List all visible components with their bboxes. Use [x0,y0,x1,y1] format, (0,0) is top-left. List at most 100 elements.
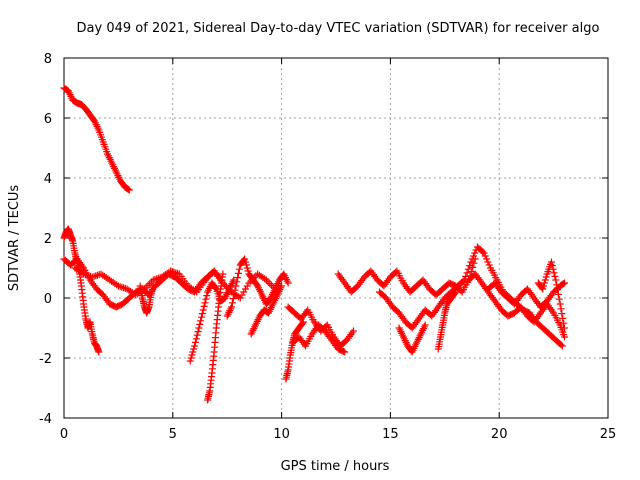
x-tick-label: 5 [169,427,177,442]
data-point [549,265,557,273]
data-series [282,318,307,383]
data-series [204,270,227,404]
data-point [556,300,564,308]
data-point [232,282,240,290]
data-point [463,269,471,277]
data-point [211,284,219,292]
data-point [198,313,206,321]
data-point [190,345,198,353]
data-point [558,310,566,318]
data-point [228,299,236,307]
data-point [198,310,206,318]
data-point [200,302,208,310]
data-point [266,280,274,288]
data-point [188,351,196,359]
data-point [235,269,243,277]
data-point [484,258,492,266]
x-tick-label: 15 [382,427,399,442]
data-point [542,273,550,281]
data-point [480,249,488,257]
data-point [560,319,568,327]
data-point [189,348,197,356]
data-point [241,255,249,263]
data-point [464,265,472,273]
y-tick-label: 4 [44,172,52,187]
data-point [554,286,562,294]
data-point [187,354,195,362]
data-point [551,272,559,280]
data-series [71,264,279,302]
data-series [434,288,460,353]
data-point [233,278,241,286]
y-tick-label: 0 [44,292,52,307]
data-point [278,282,286,290]
y-axis-label: SDTVAR / TECUs [7,185,22,292]
data-point [552,276,560,284]
data-point [558,342,566,350]
x-tick-label: 25 [600,427,617,442]
data-point [560,333,568,341]
data-point [284,279,292,287]
data-points [60,84,568,404]
data-point [192,335,200,343]
data-point [298,319,306,327]
data-point [485,261,493,269]
y-tick-label: 6 [44,112,52,127]
data-point [560,279,568,287]
axis-ticks: 0 5 10 15 20 25 -4 -2 0 2 4 6 8 [39,52,616,442]
data-series [288,321,349,356]
data-point [548,262,556,270]
data-point [149,282,157,290]
x-tick-label: 20 [491,427,508,442]
data-point [540,282,548,290]
data-point [421,321,429,329]
data-point [201,299,209,307]
data-point [341,348,349,356]
data-point [451,289,459,297]
data-point [231,286,239,294]
y-tick-label: 8 [44,52,52,67]
x-tick-label: 10 [273,427,290,442]
x-axis-label: GPS time / hours [281,459,390,474]
data-series [136,282,157,317]
data-point [540,279,548,287]
data-point [481,252,489,260]
data-series [223,255,292,320]
data-point [228,303,236,311]
data-point [202,295,210,303]
data-series [60,84,133,194]
data-series [247,282,286,338]
data-point [219,270,227,278]
data-point [234,274,242,282]
data-point [244,267,252,275]
data-point [191,342,199,350]
data-point [479,248,487,256]
data-point [554,290,562,298]
data-point [229,295,237,303]
data-point [241,258,249,266]
data-point [466,262,474,270]
data-point [349,327,357,335]
data-point [470,259,478,267]
data-point [467,258,475,266]
data-point [557,341,565,349]
data-point [468,255,476,263]
x-tick-label: 0 [60,427,68,442]
data-series [334,255,479,299]
y-tick-label: 2 [44,232,52,247]
data-point [555,295,563,303]
data-point [193,331,201,339]
data-point [560,324,568,332]
data-point [452,288,460,296]
data-point [539,285,547,293]
data-point [242,261,250,269]
data-point [557,305,565,313]
data-point [235,265,243,273]
data-point [462,272,470,280]
data-point [125,186,133,194]
y-tick-label: -4 [39,412,52,427]
data-point [243,264,251,272]
data-point [230,290,238,298]
data-point [471,249,479,257]
data-point [197,317,205,325]
